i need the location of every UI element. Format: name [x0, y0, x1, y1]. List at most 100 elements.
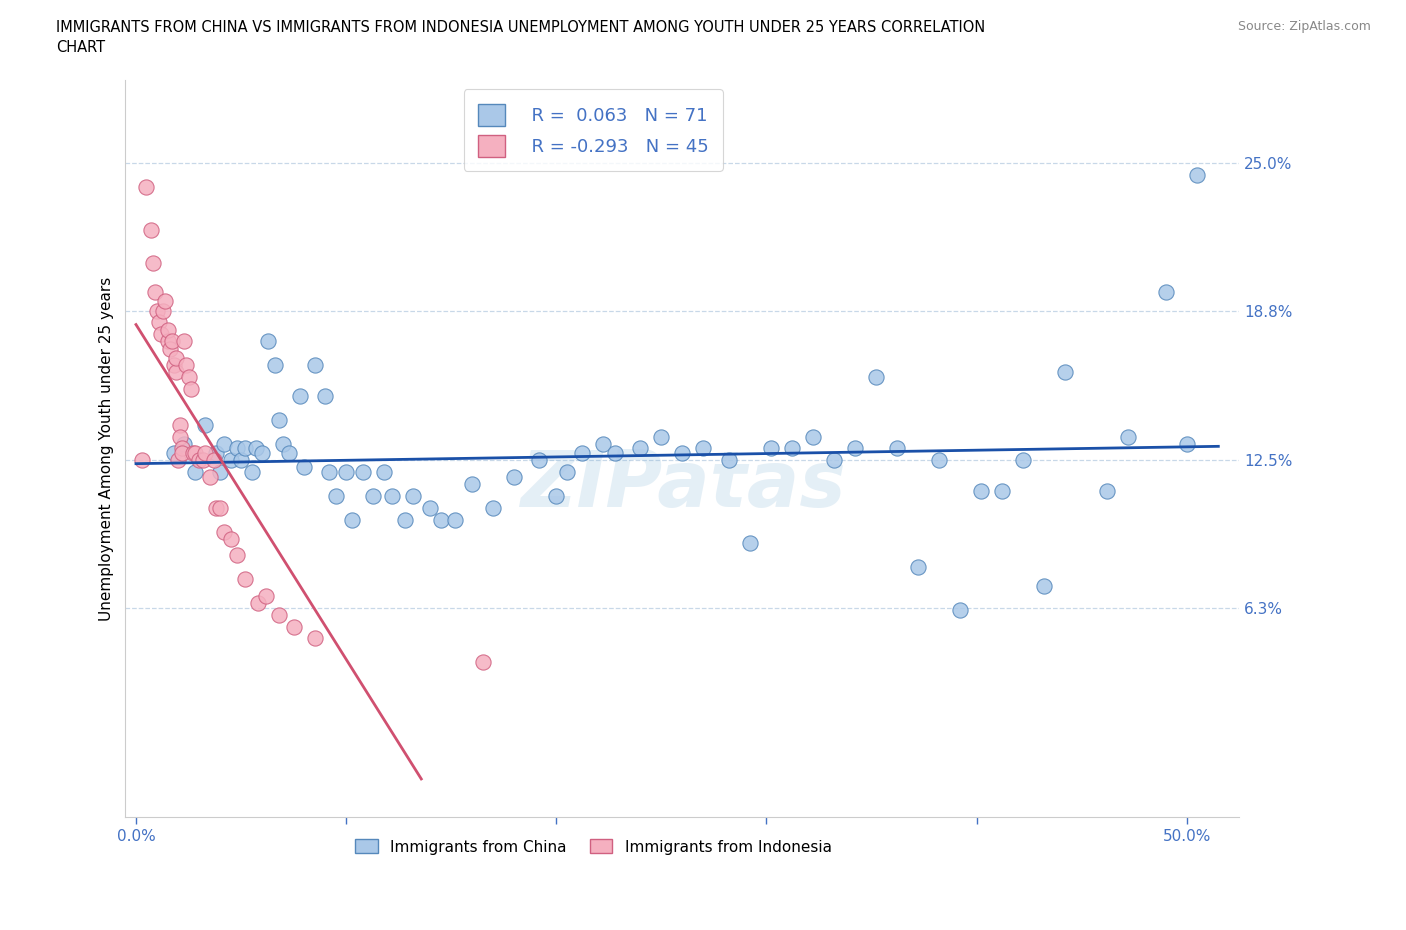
Point [650, 429, 672, 444]
Point [160, 334, 183, 349]
Point [671, 445, 693, 460]
Point [212, 436, 235, 451]
Point [229, 453, 252, 468]
Point [571, 445, 593, 460]
Point [176, 358, 198, 373]
Point [159, 341, 181, 356]
Point [907, 560, 929, 575]
Point [267, 412, 290, 427]
Point [381, 488, 404, 503]
Point [823, 453, 845, 468]
Point [482, 500, 505, 515]
Point [759, 441, 782, 456]
Point [173, 436, 195, 451]
Point [886, 441, 908, 456]
Point [352, 465, 374, 480]
Point [402, 488, 425, 503]
Point [180, 381, 202, 396]
Text: CHART: CHART [56, 40, 105, 55]
Point [148, 315, 170, 330]
Point [169, 418, 191, 432]
Point [1154, 285, 1177, 299]
Point [865, 370, 887, 385]
Point [172, 441, 194, 456]
Point [342, 512, 364, 527]
Point [419, 500, 441, 515]
Point [205, 500, 228, 515]
Point [233, 441, 256, 456]
Point [209, 465, 232, 480]
Point [173, 334, 195, 349]
Point [429, 512, 451, 527]
Point [267, 607, 290, 622]
Point [628, 441, 651, 456]
Point [801, 429, 824, 444]
Point [184, 465, 207, 480]
Point [292, 460, 315, 475]
Point [131, 453, 153, 468]
Point [991, 484, 1014, 498]
Point [444, 512, 467, 527]
Point [212, 525, 235, 539]
Point [240, 465, 263, 480]
Point [325, 488, 347, 503]
Point [283, 619, 305, 634]
Point [1187, 167, 1209, 182]
Legend: Immigrants from China, Immigrants from Indonesia: Immigrants from China, Immigrants from I… [349, 833, 838, 860]
Point [471, 655, 494, 670]
Point [1095, 484, 1118, 498]
Point [156, 322, 179, 337]
Point [194, 445, 217, 460]
Point [304, 358, 326, 373]
Point [738, 536, 761, 551]
Point [373, 465, 395, 480]
Point [146, 303, 169, 318]
Point [970, 484, 993, 498]
Point [165, 365, 187, 379]
Point [1032, 578, 1054, 593]
Point [163, 445, 186, 460]
Point [949, 603, 972, 618]
Point [198, 470, 221, 485]
Point [1012, 453, 1035, 468]
Point [245, 441, 267, 456]
Point [165, 351, 187, 365]
Point [605, 445, 627, 460]
Point [717, 453, 740, 468]
Point [692, 441, 714, 456]
Point [263, 358, 285, 373]
Point [304, 631, 326, 646]
Point [233, 572, 256, 587]
Point [169, 429, 191, 444]
Point [209, 500, 232, 515]
Point [150, 327, 173, 342]
Point [546, 488, 568, 503]
Point [205, 445, 228, 460]
Point [1175, 436, 1198, 451]
Point [250, 445, 273, 460]
Point [394, 512, 416, 527]
Point [143, 285, 166, 299]
Text: ZIPatas: ZIPatas [520, 447, 845, 524]
Text: IMMIGRANTS FROM CHINA VS IMMIGRANTS FROM INDONESIA UNEMPLOYMENT AMONG YOUTH UNDE: IMMIGRANTS FROM CHINA VS IMMIGRANTS FROM… [56, 20, 986, 35]
Point [288, 389, 311, 404]
Point [193, 453, 215, 468]
Point [184, 445, 207, 460]
Point [278, 445, 301, 460]
Point [219, 453, 242, 468]
Point [155, 294, 177, 309]
Point [225, 548, 247, 563]
Point [461, 476, 484, 491]
Point [139, 222, 162, 237]
Point [1053, 365, 1076, 379]
Point [363, 488, 385, 503]
Point [156, 334, 179, 349]
Point [928, 453, 950, 468]
Point [181, 445, 204, 460]
Point [219, 531, 242, 546]
Point [225, 441, 247, 456]
Point [172, 445, 194, 460]
Point [246, 595, 269, 610]
Point [1116, 429, 1139, 444]
Point [188, 453, 211, 468]
